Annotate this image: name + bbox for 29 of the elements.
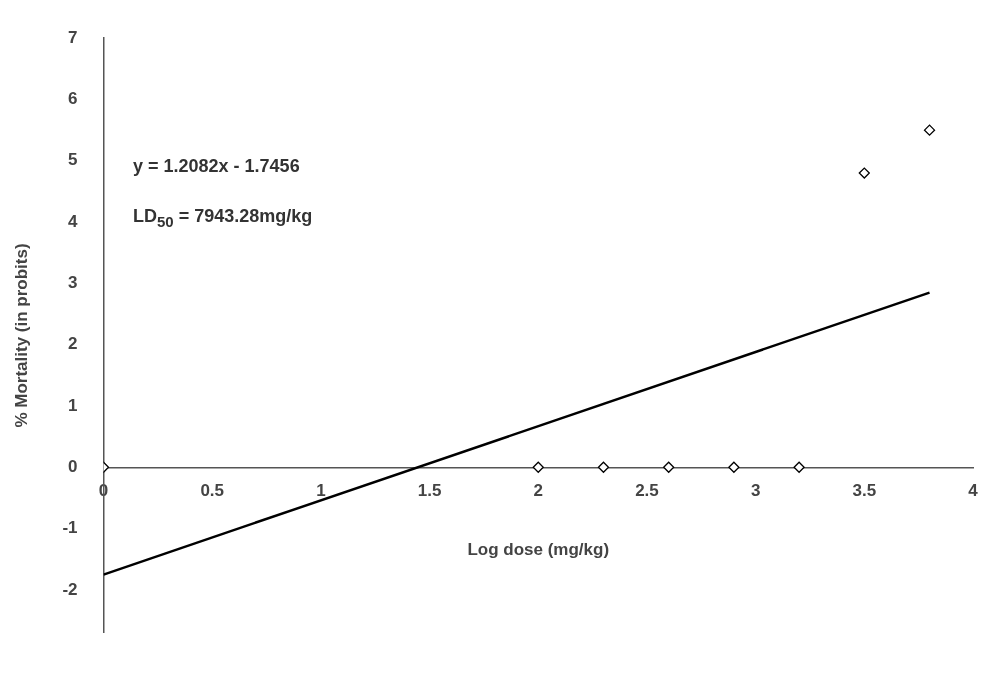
x-tick-label: 0.5 [200,481,225,501]
y-tick-label: 5 [68,150,78,170]
point [923,124,936,136]
y-tick-label: -2 [62,579,78,599]
point [793,461,805,473]
y-tick-label: 4 [68,211,79,231]
point [663,461,675,473]
y-tick-label: -1 [62,518,78,538]
y-tick-label: 2 [68,334,78,354]
y-tick-label: 0 [68,456,78,476]
point [728,461,740,473]
y-tick-label: 1 [68,395,78,415]
y-tick-label: 6 [68,89,78,109]
point [858,167,870,179]
point [597,461,610,473]
y-tick-label: 3 [68,273,78,293]
y-axis-title: % Mortality (in probits) [11,243,31,428]
x-tick-label: 2 [533,481,543,501]
y-tick-label: 7 [68,27,78,47]
annotation: LD$_{50}$ = 7943.28mg/kg [133,206,313,230]
annotation: y = 1.2082x - 1.7456 [133,156,300,177]
x-tick-label: 1.5 [417,481,442,501]
x-tick-label: 3.5 [852,481,877,501]
x-tick-label: 4 [968,481,979,501]
x-tick-label: 1 [316,481,326,501]
x-axis-title: Log dose (mg/kg) [467,539,610,559]
point [532,461,544,473]
x-tick-label: 3 [750,481,761,501]
x-tick-label: 2.5 [635,481,659,501]
